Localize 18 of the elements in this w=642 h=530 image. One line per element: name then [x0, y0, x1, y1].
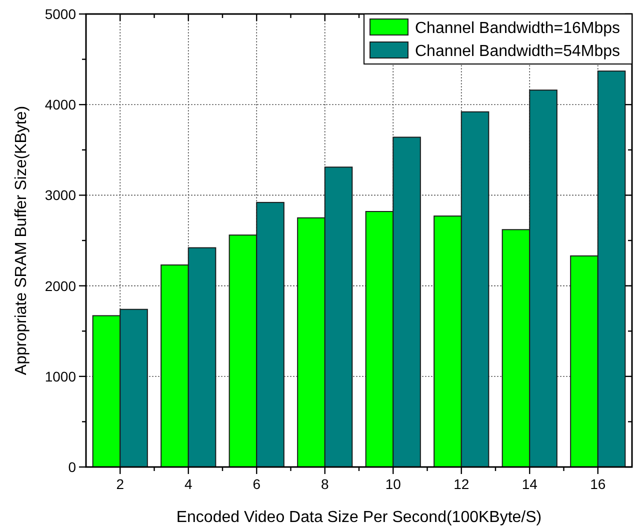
y-axis-title: Appropriate SRAM Buffer Size(KByte)	[13, 106, 30, 376]
x-axis-title: Encoded Video Data Size Per Second(100KByte/S)	[176, 509, 542, 526]
x-tick-label: 4	[184, 476, 192, 492]
x-tick-label: 16	[590, 476, 606, 492]
y-tick-label: 3000	[44, 187, 76, 204]
legend-label: Channel Bandwidth=54Mbps	[415, 43, 620, 60]
x-tick-label: 14	[522, 476, 538, 492]
y-tick-label: 1000	[44, 368, 76, 384]
y-tick-label: 5000	[44, 6, 76, 22]
x-tick-label: 6	[252, 476, 261, 492]
legend-label: Channel Bandwidth=16Mbps	[415, 20, 620, 37]
x-tick-label: 2	[116, 476, 124, 492]
y-tick-label: 2000	[44, 278, 76, 294]
y-tick-label: 0	[68, 459, 76, 475]
x-tick-label: 10	[385, 476, 402, 492]
y-tick-label: 4000	[44, 96, 76, 113]
x-tick-label: 12	[454, 476, 470, 492]
x-tick-label: 8	[320, 476, 329, 492]
